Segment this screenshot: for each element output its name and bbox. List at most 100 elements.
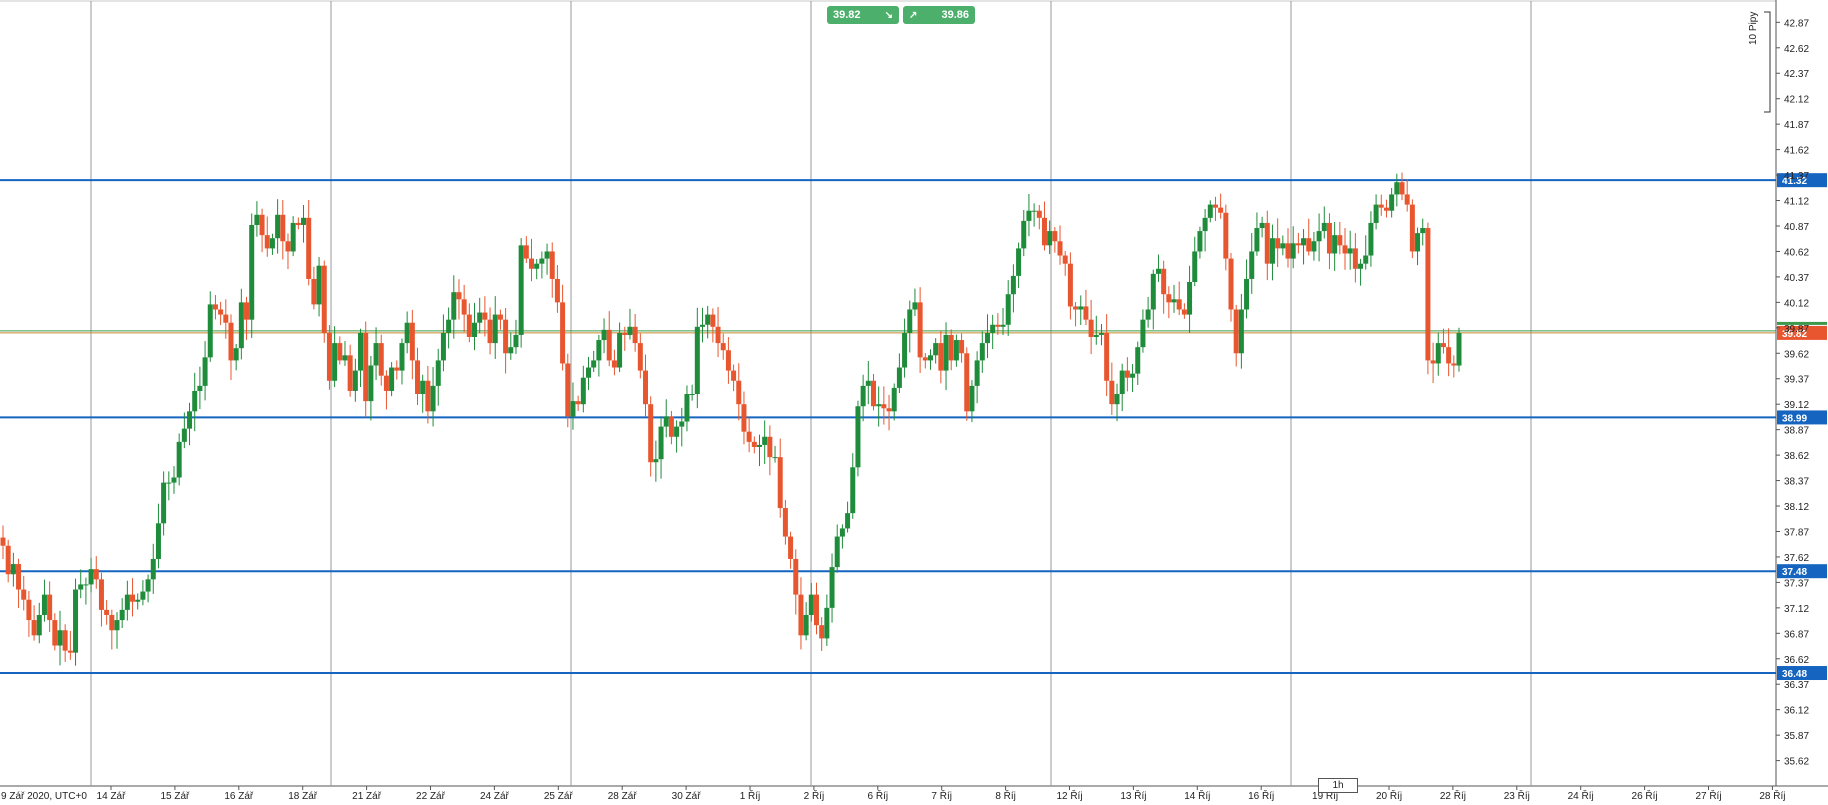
sell-button[interactable]: 39.82 ↘ [827, 6, 899, 24]
candle-body [1000, 324, 1006, 327]
candle-body [1337, 235, 1343, 246]
time-tick-label: 12 Říj [1056, 789, 1082, 802]
bull-candle [155, 503, 161, 569]
candle-body [813, 594, 819, 626]
bear-candle [1166, 286, 1172, 319]
candle-body [554, 278, 560, 303]
bull-candle [316, 257, 322, 317]
candle-body [1347, 248, 1353, 254]
candle-body [155, 523, 161, 559]
bear-candle [26, 590, 32, 637]
bull-candle [373, 327, 379, 380]
bull-candle [290, 216, 296, 257]
candle-body [746, 431, 752, 442]
bear-candle [1052, 227, 1058, 253]
bull-candle [518, 238, 524, 348]
bull-candle [83, 577, 89, 605]
bull-candle [1249, 232, 1255, 294]
price-tick-label: 37.12 [1784, 604, 1809, 615]
timeframe-selector[interactable]: 1h [1318, 778, 1358, 793]
bull-candle [1290, 226, 1296, 269]
bull-candle [1119, 363, 1125, 412]
candle-body [513, 334, 519, 348]
candle-body [741, 404, 747, 432]
bear-candle [736, 363, 742, 421]
bear-candle [461, 284, 467, 333]
price-tick-label: 39.37 [1784, 375, 1809, 386]
bull-candle [1026, 193, 1032, 237]
price-tick-label: 36.87 [1784, 629, 1809, 640]
candle-body [93, 569, 99, 580]
candle-body [181, 428, 187, 442]
bull-candle [166, 471, 172, 501]
candle-body [446, 319, 452, 333]
bull-candle [1197, 226, 1203, 259]
bull-candle [1171, 284, 1177, 313]
candle-body [990, 324, 996, 333]
bull-candle [36, 602, 42, 644]
candle-body [845, 513, 851, 529]
price-tick-label: 42.62 [1784, 44, 1809, 55]
bull-candle [834, 524, 840, 573]
bear-candle [523, 236, 529, 264]
candle-body [62, 630, 68, 651]
candle-body [891, 387, 897, 412]
bear-candle [497, 309, 503, 330]
candle-body [98, 579, 104, 610]
bear-candle [622, 326, 628, 351]
candle-body [161, 482, 167, 524]
price-tick-label: 38.12 [1784, 502, 1809, 513]
candle-body [223, 314, 229, 323]
candle-body [1171, 299, 1177, 303]
candle-body [378, 343, 384, 376]
price-tick-label: 37.87 [1784, 527, 1809, 538]
bull-candle [78, 569, 84, 599]
bull-candle [1363, 235, 1369, 270]
candle-body [259, 214, 265, 236]
bear-candle [285, 233, 291, 270]
bear-candle [109, 609, 115, 650]
candle-body [943, 334, 949, 371]
bear-candle [16, 558, 22, 608]
bear-candle [1161, 260, 1167, 314]
candle-body [1005, 294, 1011, 325]
candle-body [31, 620, 37, 636]
bear-candle [725, 337, 731, 384]
bull-candle [902, 318, 908, 378]
bear-candle [746, 417, 752, 453]
candle-body [57, 630, 63, 646]
candle-body [653, 459, 659, 463]
candle-body [855, 406, 861, 468]
bear-candle [1223, 204, 1229, 271]
bear-candle [1083, 289, 1089, 326]
bull-candle [591, 350, 597, 373]
sell-price: 39.82 [833, 9, 861, 21]
candle-body [1378, 204, 1384, 208]
buy-button[interactable]: ↗ 39.86 [903, 6, 975, 24]
candle-body [1425, 228, 1431, 361]
time-axis: 9 Zář 2020, UTC+0 14 Zář 15 Zář 16 Zář 18 Zá… [1, 786, 1785, 802]
candle-body [1342, 245, 1348, 254]
bull-candle [705, 306, 711, 339]
bull-candle [534, 259, 540, 280]
candle-body [228, 322, 234, 361]
bear-candle [264, 216, 270, 257]
price-tick-label: 35.62 [1784, 757, 1809, 768]
candle-body [1264, 222, 1270, 264]
candle-body [1269, 238, 1275, 264]
price-tick-label: 42.87 [1784, 18, 1809, 29]
candle-body [316, 265, 322, 305]
candle-body [1207, 204, 1213, 218]
bull-candle [192, 372, 198, 432]
bear-candle [487, 307, 493, 355]
candle-body [1456, 332, 1462, 366]
bull-candle [1435, 332, 1441, 376]
bear-candle [280, 199, 286, 260]
candle-body [876, 404, 882, 407]
bull-candle [1135, 341, 1141, 386]
candle-body [1352, 248, 1358, 269]
candle-body [482, 312, 488, 320]
bear-candle [751, 436, 757, 454]
bear-candle [311, 266, 317, 310]
